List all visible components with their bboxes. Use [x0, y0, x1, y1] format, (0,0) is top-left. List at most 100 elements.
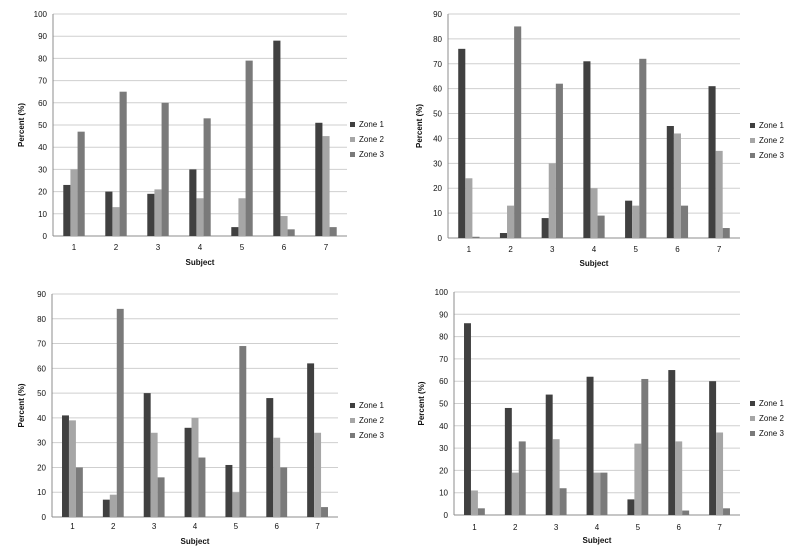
- y-tick-label: 90: [439, 310, 448, 319]
- bar-zone-1: [307, 363, 315, 517]
- x-tick-label: 5: [636, 523, 641, 532]
- bar-zone-3: [472, 236, 480, 238]
- chart-top-left: 0 10 20 30 40 50 60 70 80 90 100 1 2 3 4 5 6 7 Subject Perc…: [17, 10, 384, 267]
- x-tick-label: 4: [592, 245, 597, 254]
- bar-zone-3: [119, 91, 127, 236]
- x-tick-label: 2: [513, 523, 518, 532]
- legend-label-zone-2: Zone 2: [759, 136, 784, 145]
- x-tick-label: 6: [676, 523, 681, 532]
- chart-bottom-left: 0 10 20 30 40 50 60 70 80 90 1 2 3 4 5 6 7 Subject Percent…: [17, 290, 384, 546]
- legend-swatch-zone-1: [750, 123, 755, 128]
- bar-zone-1: [62, 415, 69, 517]
- y-axis-title: Percent (%): [417, 381, 426, 425]
- y-tick-label: 40: [38, 143, 47, 152]
- legend-swatch-zone-2: [350, 137, 355, 142]
- bar-zone-1: [189, 169, 197, 236]
- bar-zone-1: [545, 394, 553, 515]
- bar-zone-2: [716, 432, 724, 515]
- legend-swatch-zone-3: [350, 152, 355, 157]
- bar-zone-2: [673, 133, 681, 238]
- chart-top-right: 0 10 20 30 40 50 60 70 80 90 1 2 3 4 5 6 7 Subject Percent…: [415, 10, 784, 268]
- bar-zone-3: [680, 205, 689, 238]
- y-tick-label: 30: [439, 444, 448, 453]
- y-tick-label: 70: [37, 340, 46, 349]
- y-tick-label: 80: [37, 315, 46, 324]
- bar-zone-1: [225, 464, 233, 517]
- bar-zone-3: [682, 510, 690, 515]
- x-tick-label: 1: [467, 245, 472, 254]
- bar-zone-2: [632, 205, 640, 238]
- bar-zone-2: [280, 216, 288, 236]
- legend-label-zone-2: Zone 2: [359, 135, 384, 144]
- x-axis-title: Subject: [580, 259, 609, 268]
- bar-zone-1: [708, 86, 716, 239]
- legend-label-zone-1: Zone 1: [759, 399, 784, 408]
- bar-zone-1: [266, 398, 274, 517]
- bar-zone-2: [507, 205, 515, 238]
- y-tick-label: 50: [38, 121, 47, 130]
- bar-zone-1: [147, 193, 155, 236]
- y-tick-label: 20: [439, 466, 448, 475]
- y-axis-title: Percent (%): [17, 103, 26, 147]
- legend-label-zone-1: Zone 1: [759, 121, 784, 130]
- bar-zone-2: [232, 492, 240, 517]
- x-tick-label: 5: [240, 243, 245, 252]
- legend-label-zone-3: Zone 3: [759, 429, 784, 438]
- x-axis-title: Subject: [583, 536, 612, 545]
- y-tick-label: 50: [439, 400, 448, 409]
- y-tick-label: 30: [38, 165, 47, 174]
- y-tick-label: 0: [42, 513, 47, 522]
- legend-label-zone-3: Zone 3: [359, 431, 384, 440]
- legend-swatch-zone-3: [750, 153, 755, 158]
- bar-zone-3: [723, 508, 730, 515]
- y-tick-label: 90: [38, 32, 47, 41]
- y-tick-label: 100: [435, 288, 449, 297]
- bar-zone-2: [109, 494, 117, 517]
- bar-zone-3: [161, 102, 169, 236]
- bar-zone-1: [315, 122, 323, 236]
- y-tick-label: 0: [444, 511, 449, 520]
- y-tick-label: 30: [433, 159, 442, 168]
- legend-swatch-zone-1: [350, 122, 355, 127]
- legend-label-zone-3: Zone 3: [359, 150, 384, 159]
- bar-zone-3: [321, 507, 328, 517]
- bar-zone-1: [102, 499, 110, 517]
- bar-zone-1: [273, 40, 281, 236]
- bar-zone-2: [593, 472, 601, 515]
- y-axis-title: Percent (%): [17, 383, 26, 427]
- bar-zone-3: [75, 467, 83, 517]
- x-tick-label: 7: [315, 522, 320, 531]
- y-tick-label: 70: [439, 355, 448, 364]
- bar-zone-3: [287, 229, 295, 236]
- bar-zone-2: [314, 432, 322, 517]
- x-tick-label: 2: [114, 243, 119, 252]
- x-tick-label: 2: [111, 522, 116, 531]
- x-tick-label: 2: [508, 245, 513, 254]
- x-tick-label: 5: [633, 245, 638, 254]
- bar-zone-1: [504, 407, 512, 515]
- bar-zone-2: [465, 178, 473, 238]
- bar-zone-3: [597, 215, 605, 238]
- bar-zone-1: [668, 370, 676, 515]
- bar-zone-3: [157, 477, 165, 517]
- x-tick-label: 3: [152, 522, 157, 531]
- y-tick-label: 0: [43, 232, 48, 241]
- legend-swatch-zone-2: [750, 138, 755, 143]
- legend-swatch-zone-3: [350, 433, 355, 438]
- y-tick-label: 80: [433, 35, 442, 44]
- y-tick-label: 20: [38, 188, 47, 197]
- x-tick-label: 1: [72, 243, 77, 252]
- y-tick-label: 80: [38, 54, 47, 63]
- bar-zone-2: [273, 437, 281, 517]
- legend-label-zone-2: Zone 2: [759, 414, 784, 423]
- bar-zone-1: [143, 393, 151, 517]
- y-tick-label: 10: [439, 489, 448, 498]
- y-tick-label: 40: [37, 414, 46, 423]
- x-tick-label: 1: [70, 522, 75, 531]
- y-tick-label: 40: [433, 134, 442, 143]
- x-axis-title: Subject: [181, 537, 210, 546]
- y-tick-label: 40: [439, 422, 448, 431]
- bar-zone-1: [586, 376, 594, 515]
- bar-zone-1: [583, 61, 591, 238]
